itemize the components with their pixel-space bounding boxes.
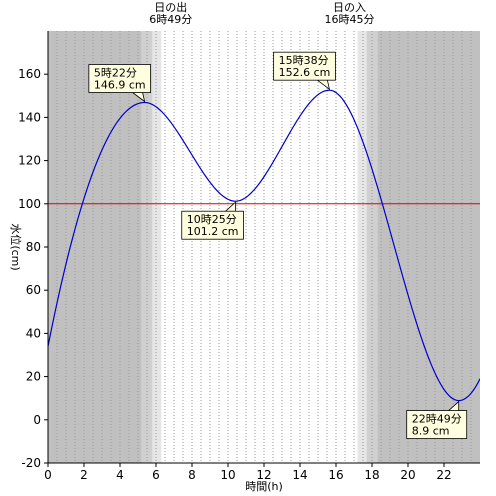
sunrise-heading: 日の出 xyxy=(154,0,187,14)
x-tick-label: 10 xyxy=(220,468,235,482)
shade-band-twilight_light xyxy=(152,31,162,463)
callout-value: 101.2 cm xyxy=(187,225,239,238)
callout-value: 8.9 cm xyxy=(412,425,450,438)
callout-value: 152.6 cm xyxy=(279,66,331,79)
y-tick-label: 60 xyxy=(26,283,41,297)
y-axis-title: 水位(cm) xyxy=(9,223,23,270)
x-tick-label: 4 xyxy=(116,468,124,482)
callout-pointer xyxy=(448,400,460,411)
x-tick-label: 0 xyxy=(44,468,52,482)
x-tick-label: 12 xyxy=(256,468,271,482)
shade-band-night xyxy=(48,31,142,463)
x-tick-label: 8 xyxy=(188,468,196,482)
y-tick-label: 160 xyxy=(18,67,41,81)
y-tick-label: 0 xyxy=(33,413,41,427)
callout-value: 146.9 cm xyxy=(94,78,146,91)
callout-box xyxy=(181,210,244,240)
y-tick-label: 40 xyxy=(26,326,41,340)
shade-band-day xyxy=(161,31,358,463)
x-tick-label: 16 xyxy=(328,468,343,482)
callout-box xyxy=(273,51,336,81)
tide-line xyxy=(48,89,480,402)
axes xyxy=(44,31,480,467)
y-tick-label: 120 xyxy=(18,154,41,168)
day-night-shading xyxy=(48,31,480,463)
callout-time: 10時25分 xyxy=(187,213,237,226)
callout-time: 22時49分 xyxy=(412,413,462,426)
callout-pointer xyxy=(225,201,236,212)
x-tick-label: 2 xyxy=(80,468,88,482)
x-tick-label: 20 xyxy=(400,468,415,482)
callout-box xyxy=(88,64,152,93)
sun-labels: 日の出 6時49分 日の入 16時45分 xyxy=(149,0,374,26)
x-tick-label: 14 xyxy=(292,468,307,482)
y-tick-label: 20 xyxy=(26,370,41,384)
callout-time: 15時38分 xyxy=(279,54,329,67)
x-tick-label: 6 xyxy=(152,468,160,482)
y-tick-label: 140 xyxy=(18,110,41,124)
sunset-time: 16時45分 xyxy=(325,13,375,26)
y-tick-label: -20 xyxy=(21,456,41,470)
series-group xyxy=(48,89,480,402)
callout-pointer xyxy=(132,92,146,103)
callout-time: 5時22分 xyxy=(94,66,137,79)
x-axis-title: 時間(h) xyxy=(245,480,283,493)
grid-lines xyxy=(56,31,472,463)
callout-box xyxy=(406,410,468,439)
x-tick-label: 22 xyxy=(436,468,451,482)
shade-band-twilight_light xyxy=(357,31,367,463)
sunrise-time: 6時49分 xyxy=(149,13,192,26)
y-tick-label: 100 xyxy=(18,197,41,211)
callout-pointer xyxy=(317,79,331,91)
x-tick-label: 18 xyxy=(364,468,379,482)
sunset-heading: 日の入 xyxy=(333,1,366,14)
y-tick-label: 80 xyxy=(26,240,41,254)
